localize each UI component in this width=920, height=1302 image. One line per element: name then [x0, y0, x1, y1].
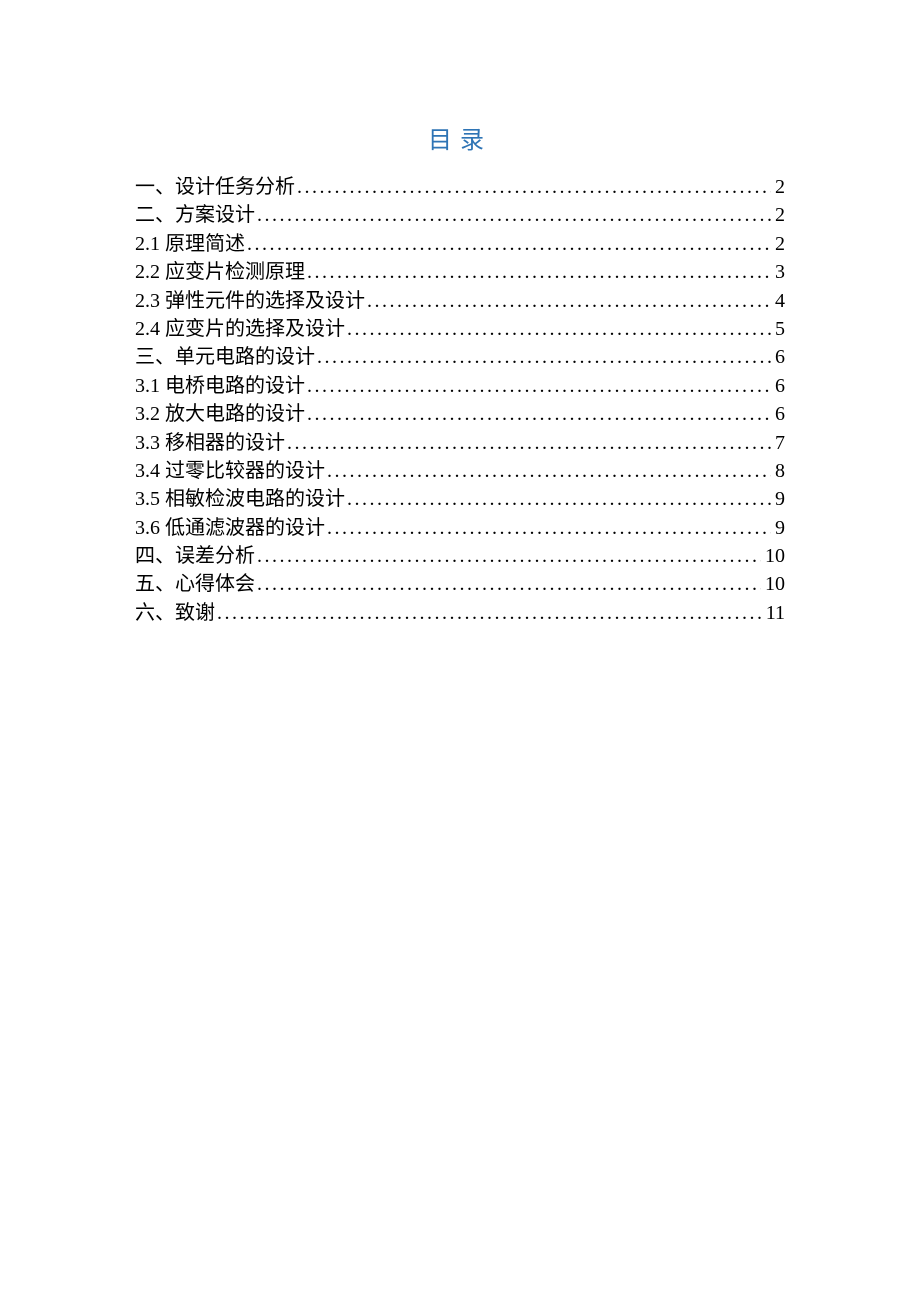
toc-entry: 2.1 原理简述 2: [135, 230, 785, 258]
toc-entry: 3.4 过零比较器的设计 8: [135, 457, 785, 485]
toc-dots: [327, 514, 771, 542]
toc-label: 二、方案设计: [135, 201, 255, 229]
toc-label: 3.1 电桥电路的设计: [135, 372, 305, 400]
toc-page: 10: [765, 542, 785, 570]
toc-label: 五、心得体会: [135, 570, 255, 598]
toc-label: 一、设计任务分析: [135, 173, 295, 201]
toc-page: 9: [775, 514, 785, 542]
toc-page: 10: [765, 570, 785, 598]
toc-entry: 2.4 应变片的选择及设计 5: [135, 315, 785, 343]
toc-entry: 3.6 低通滤波器的设计 9: [135, 514, 785, 542]
toc-label: 四、误差分析: [135, 542, 255, 570]
toc-dots: [347, 485, 771, 513]
toc-page: 2: [775, 173, 785, 201]
toc-entry: 三、单元电路的设计 6: [135, 343, 785, 371]
toc-dots: [297, 173, 771, 201]
toc-entry: 3.3 移相器的设计 7: [135, 429, 785, 457]
toc-dots: [317, 343, 771, 371]
toc-entry: 六、致谢 11: [135, 599, 785, 627]
toc-dots: [367, 287, 771, 315]
toc-entry: 3.5 相敏检波电路的设计 9: [135, 485, 785, 513]
toc-entry: 五、心得体会 10: [135, 570, 785, 598]
toc-dots: [307, 258, 771, 286]
toc-dots: [307, 400, 771, 428]
toc-page: 5: [775, 315, 785, 343]
toc-label: 3.6 低通滤波器的设计: [135, 514, 325, 542]
toc-entry: 2.2 应变片检测原理 3: [135, 258, 785, 286]
toc-dots: [257, 570, 761, 598]
toc-entry: 3.2 放大电路的设计 6: [135, 400, 785, 428]
toc-page: 11: [766, 599, 785, 627]
toc-entry: 3.1 电桥电路的设计 6: [135, 372, 785, 400]
toc-dots: [247, 230, 771, 258]
toc-page: 6: [775, 372, 785, 400]
toc-page: 2: [775, 230, 785, 258]
toc-page: 4: [775, 287, 785, 315]
toc-label: 2.4 应变片的选择及设计: [135, 315, 345, 343]
toc-label: 3.2 放大电路的设计: [135, 400, 305, 428]
toc-page: 6: [775, 400, 785, 428]
toc-label: 3.3 移相器的设计: [135, 429, 285, 457]
toc-label: 六、致谢: [135, 599, 215, 627]
toc-container: 一、设计任务分析 2 二、方案设计 2 2.1 原理简述 2 2.2 应变片检测…: [0, 173, 920, 627]
toc-label: 2.3 弹性元件的选择及设计: [135, 287, 365, 315]
toc-entry: 一、设计任务分析 2: [135, 173, 785, 201]
toc-entry: 二、方案设计 2: [135, 201, 785, 229]
toc-dots: [257, 201, 771, 229]
toc-dots: [307, 372, 771, 400]
toc-entry: 四、误差分析 10: [135, 542, 785, 570]
toc-label: 3.5 相敏检波电路的设计: [135, 485, 345, 513]
page-title: 目录: [0, 120, 920, 155]
toc-page: 7: [775, 429, 785, 457]
toc-entry: 2.3 弹性元件的选择及设计 4: [135, 287, 785, 315]
toc-label: 2.1 原理简述: [135, 230, 245, 258]
toc-page: 6: [775, 343, 785, 371]
toc-dots: [287, 429, 771, 457]
toc-page: 8: [775, 457, 785, 485]
toc-dots: [327, 457, 771, 485]
toc-dots: [217, 599, 762, 627]
toc-label: 三、单元电路的设计: [135, 343, 315, 371]
toc-label: 3.4 过零比较器的设计: [135, 457, 325, 485]
toc-page: 2: [775, 201, 785, 229]
toc-page: 9: [775, 485, 785, 513]
toc-dots: [347, 315, 771, 343]
toc-page: 3: [775, 258, 785, 286]
toc-label: 2.2 应变片检测原理: [135, 258, 305, 286]
toc-dots: [257, 542, 761, 570]
